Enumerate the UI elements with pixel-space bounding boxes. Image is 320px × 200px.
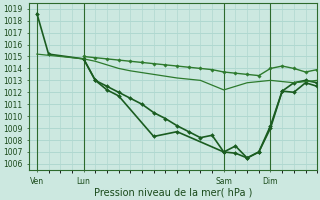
X-axis label: Pression niveau de la mer( hPa ): Pression niveau de la mer( hPa ) xyxy=(94,187,252,197)
